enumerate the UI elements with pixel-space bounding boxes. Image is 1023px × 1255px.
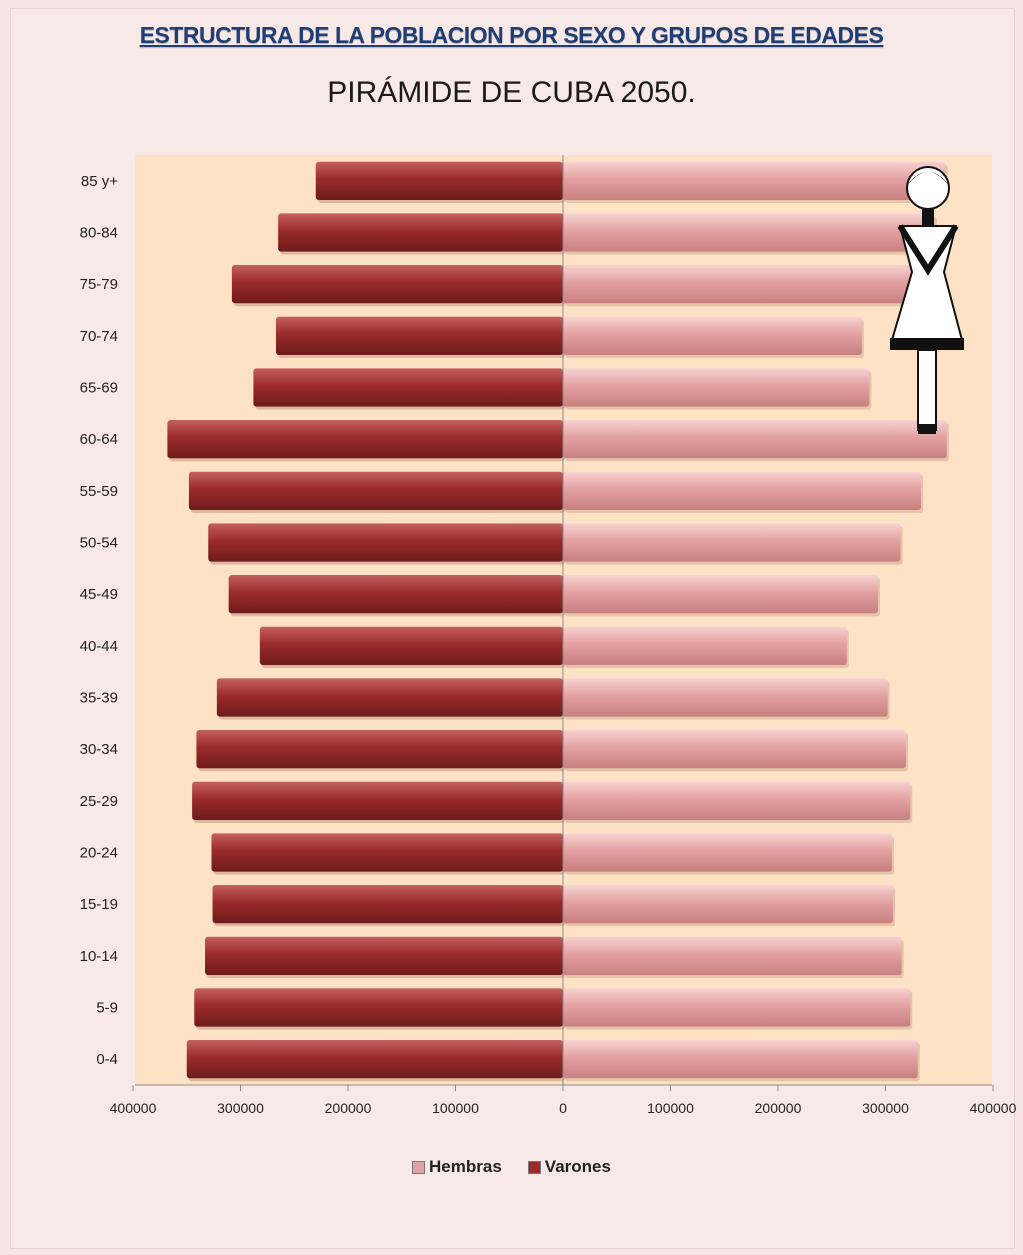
bar-hembras — [563, 368, 870, 407]
bar-hembras — [563, 161, 946, 200]
y-tick-label: 65-69 — [80, 380, 118, 397]
bar-varones — [228, 575, 564, 614]
bar-hembras — [563, 575, 878, 614]
bar-varones — [259, 626, 563, 665]
bar-varones — [192, 781, 563, 820]
y-tick-label: 70-74 — [80, 328, 118, 345]
bar-varones — [212, 885, 564, 924]
bar-hembras — [563, 833, 892, 872]
bar-hembras — [563, 626, 847, 665]
bar-varones — [208, 523, 563, 562]
y-tick-label: 35-39 — [80, 690, 118, 707]
y-tick-label: 5-9 — [96, 1000, 118, 1017]
x-tick-label: 300000 — [862, 1100, 909, 1116]
bar-hembras — [563, 988, 911, 1027]
bar-varones — [194, 988, 563, 1027]
y-tick-label: 20-24 — [80, 845, 118, 862]
legend-item-varones: Varones — [527, 1157, 611, 1177]
y-tick-label: 10-14 — [80, 948, 118, 965]
bars-layer — [167, 161, 949, 1082]
bar-hembras — [563, 420, 947, 459]
bar-varones — [211, 833, 563, 872]
bar-hembras — [563, 885, 894, 924]
bar-hembras — [563, 936, 902, 975]
legend-label-hembras: Hembras — [429, 1157, 502, 1176]
bar-hembras — [563, 471, 921, 510]
bar-varones — [216, 678, 563, 717]
y-tick-label: 30-34 — [80, 741, 118, 758]
bar-hembras — [563, 730, 906, 769]
bar-hembras — [563, 265, 920, 304]
bar-varones — [167, 420, 563, 459]
bar-varones — [186, 1040, 563, 1079]
bar-hembras — [563, 316, 862, 355]
chart-subtitle: PIRÁMIDE DE CUBA 2050. — [327, 76, 696, 109]
y-tick-label: 60-64 — [80, 431, 118, 448]
y-tick-label: 50-54 — [80, 535, 118, 552]
x-tick-label: 0 — [559, 1100, 567, 1116]
y-tick-label: 75-79 — [80, 276, 118, 293]
legend-item-hembras: Hembras — [412, 1157, 502, 1177]
x-tick-label: 300000 — [217, 1100, 264, 1116]
x-tick-label: 400000 — [110, 1100, 157, 1116]
x-tick-label: 400000 — [970, 1100, 1017, 1116]
y-tick-label: 45-49 — [80, 586, 118, 603]
y-tick-label: 85 y+ — [81, 173, 118, 190]
bar-varones — [253, 368, 563, 407]
bar-hembras — [563, 781, 911, 820]
bar-hembras — [563, 213, 935, 252]
y-tick-label: 40-44 — [80, 638, 118, 655]
bar-varones — [278, 213, 563, 252]
legend-label-varones: Varones — [544, 1157, 611, 1176]
bar-varones — [196, 730, 564, 769]
legend-swatch-hembras — [412, 1160, 426, 1174]
female-figure-icon — [890, 166, 964, 434]
x-tick-label: 200000 — [755, 1100, 802, 1116]
chart-legend: Hembras Varones — [0, 1157, 1023, 1177]
bar-varones — [188, 471, 563, 510]
y-tick-label: 80-84 — [80, 225, 118, 242]
y-tick-label: 15-19 — [80, 896, 118, 913]
bar-hembras — [563, 523, 901, 562]
axis-layer: 85 y+ 80-84 75-79 70-74 65-69 60-64 55-59 50-54… — [80, 155, 1017, 1116]
y-tick-label: 0-4 — [96, 1051, 118, 1068]
bar-hembras — [563, 678, 888, 717]
x-tick-label: 200000 — [325, 1100, 372, 1116]
x-tick-label: 100000 — [432, 1100, 479, 1116]
bar-hembras — [563, 1040, 918, 1079]
chart-title: ESTRUCTURA DE LA POBLACION POR SEXO Y GR… — [139, 22, 884, 48]
bar-varones — [231, 265, 563, 304]
bar-varones — [315, 161, 563, 200]
x-tick-label: 100000 — [647, 1100, 694, 1116]
legend-swatch-varones — [527, 1160, 541, 1174]
bar-varones — [205, 936, 563, 975]
y-tick-label: 25-29 — [80, 793, 118, 810]
y-tick-label: 55-59 — [80, 483, 118, 500]
bar-varones — [275, 316, 563, 355]
